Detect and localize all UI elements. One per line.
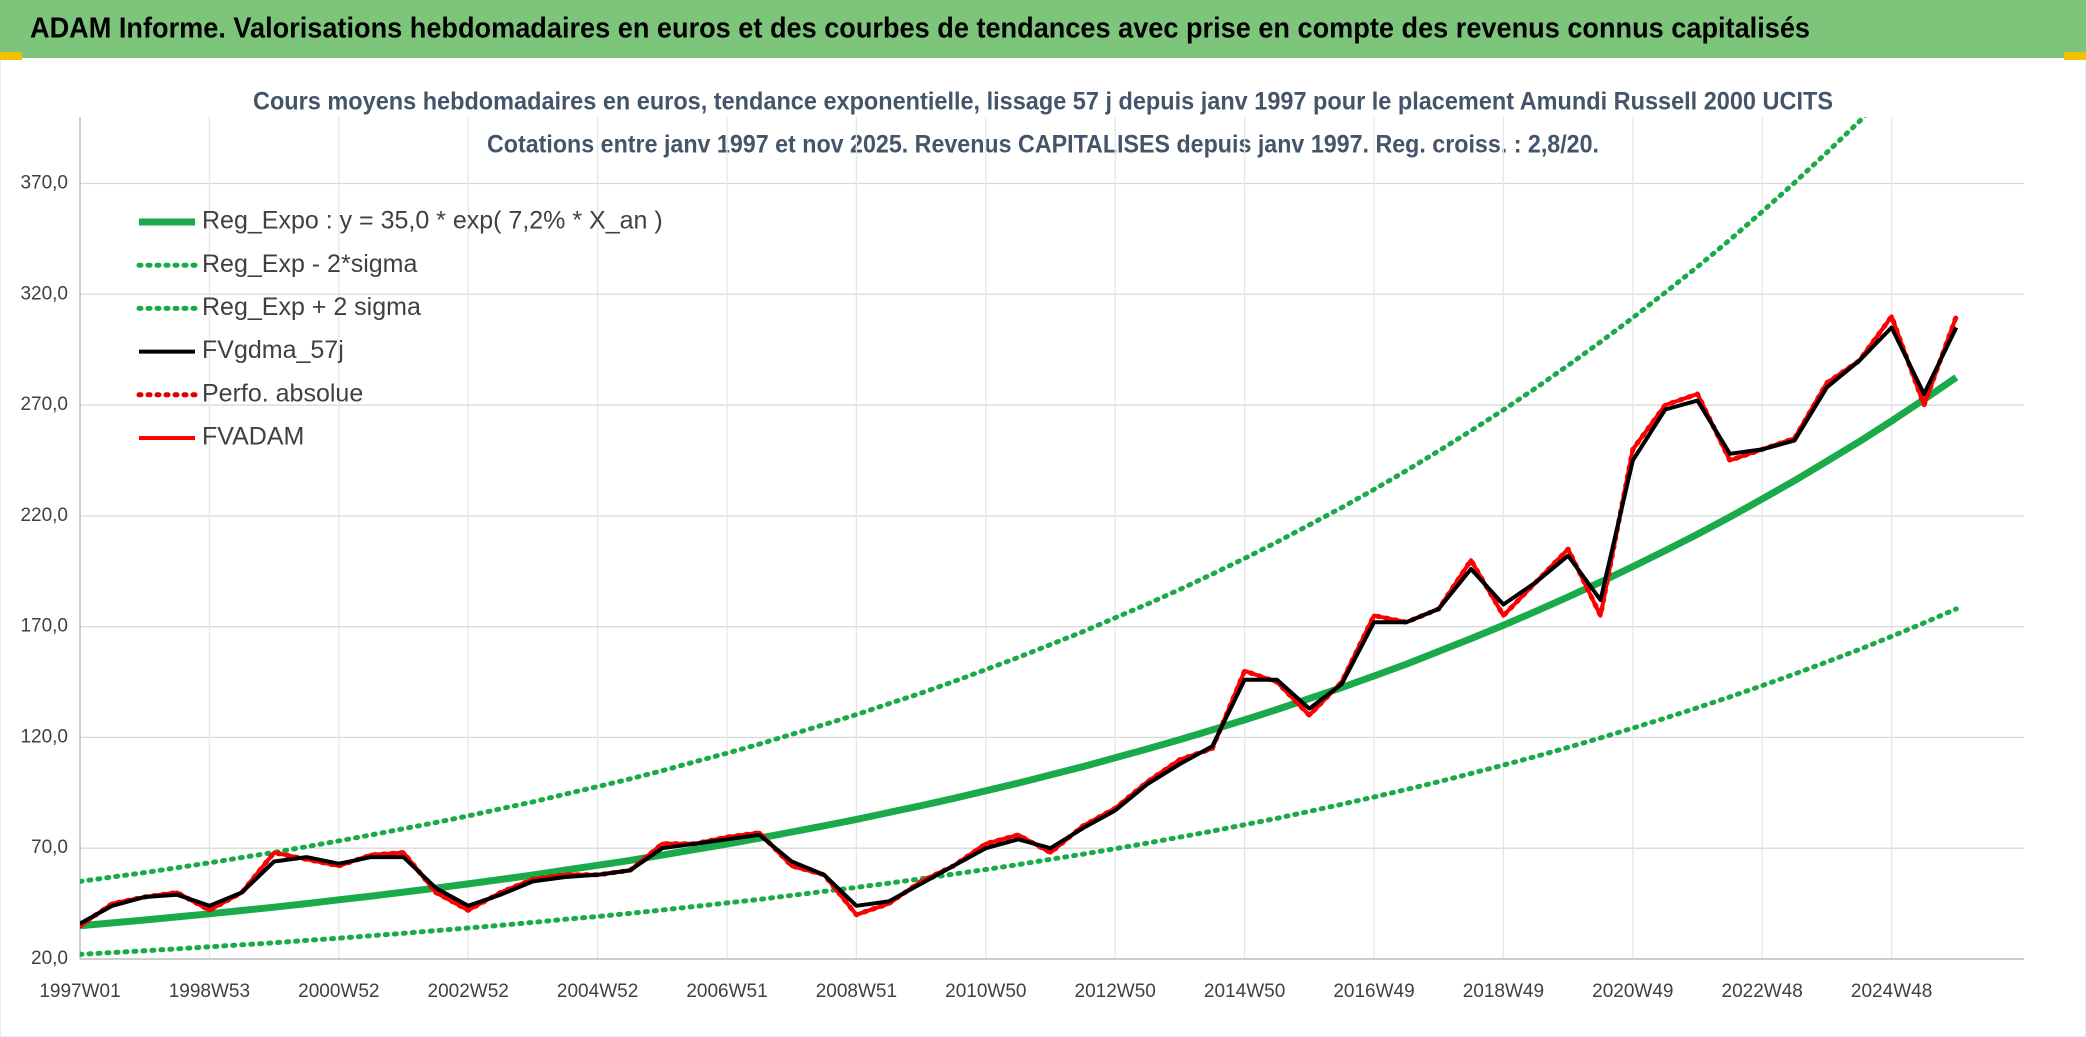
legend-label: Perfo. absolue [202, 379, 363, 407]
x-tick-label: 2016W49 [1333, 981, 1414, 1002]
series-line [80, 606, 1959, 957]
x-tick-label: 2000W52 [298, 981, 379, 1002]
chart-subtitle: Cotations entre janv 1997 et nov 2025. R… [487, 131, 1599, 159]
x-tick-label: 2002W52 [428, 981, 509, 1002]
y-tick-label: 170,0 [20, 616, 68, 637]
legend-label: Reg_Exp + 2 sigma [202, 293, 421, 321]
plot [80, 117, 1959, 957]
x-tick-label: 1997W01 [39, 981, 120, 1002]
legend-label: Reg_Expo : y = 35,0 * exp( 7,2% * X_an ) [202, 207, 663, 235]
x-tick-label: 2008W51 [816, 981, 897, 1002]
x-tick-label: 2006W51 [686, 981, 767, 1002]
series-line [80, 374, 1959, 930]
y-tick-label: 20,0 [31, 948, 68, 969]
y-tick-label: 220,0 [20, 505, 68, 526]
x-tick-label: 2018W49 [1463, 981, 1544, 1002]
y-tick-label: 120,0 [20, 726, 68, 747]
legend-label: Reg_Exp - 2*sigma [202, 250, 417, 278]
series-line [80, 314, 1959, 928]
legend-label: FVgdma_57j [202, 336, 344, 364]
x-tick-label: 2012W50 [1075, 981, 1156, 1002]
header-bar [0, 0, 2086, 58]
y-tick-label: 320,0 [20, 283, 68, 304]
corner [0, 52, 22, 60]
x-tick-label: 2004W52 [557, 981, 638, 1002]
x-tick-label: 2024W48 [1851, 981, 1932, 1002]
y-tick-label: 370,0 [20, 172, 68, 193]
y-tick-label: 70,0 [31, 837, 68, 858]
series-line [80, 117, 1868, 884]
corner [2064, 52, 2086, 60]
x-tick-label: 1998W53 [169, 981, 250, 1002]
x-tick-label: 2014W50 [1204, 981, 1285, 1002]
x-tick-label: 2022W48 [1722, 981, 1803, 1002]
chart-title: Cours moyens hebdomadaires en euros, ten… [253, 88, 1833, 116]
legend-label: FVADAM [202, 423, 304, 451]
header-title: ADAM Informe. Valorisations hebdomadaire… [30, 13, 1810, 45]
y-tick-label: 270,0 [20, 394, 68, 415]
x-tick-label: 2010W50 [945, 981, 1026, 1002]
series-line [80, 325, 1959, 926]
x-tick-label: 2020W49 [1592, 981, 1673, 1002]
